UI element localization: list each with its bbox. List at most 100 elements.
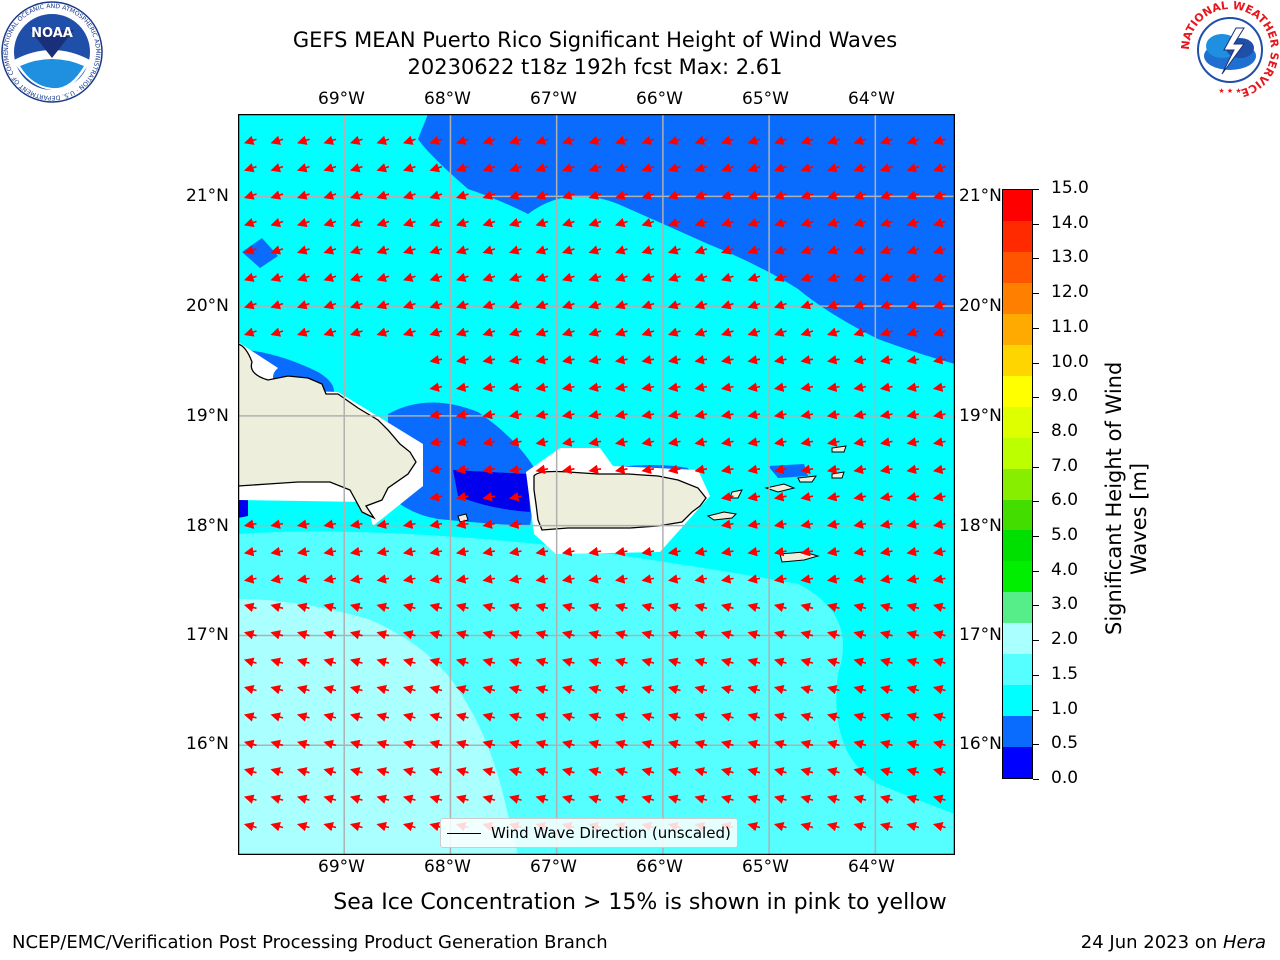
wave-direction-arrow bbox=[906, 630, 920, 640]
wave-direction-arrow bbox=[588, 190, 602, 200]
wave-direction-arrow bbox=[667, 794, 681, 804]
colorbar-segment bbox=[1003, 654, 1032, 686]
wave-direction-arrow bbox=[800, 794, 814, 804]
wave-direction-arrow bbox=[402, 712, 416, 722]
wave-direction-arrow bbox=[720, 355, 734, 365]
wave-direction-arrow bbox=[800, 657, 814, 667]
colorbar-tick-mark bbox=[1033, 779, 1039, 780]
lon-label-top-67: 67°W bbox=[530, 89, 577, 109]
wave-direction-arrow bbox=[429, 739, 443, 750]
wave-direction-arrow bbox=[376, 135, 390, 145]
wave-direction-arrow bbox=[906, 327, 920, 337]
wave-direction-arrow bbox=[482, 712, 496, 722]
wave-direction-arrow bbox=[588, 464, 602, 475]
wave-direction-arrow bbox=[508, 327, 522, 337]
wave-direction-arrow bbox=[455, 712, 469, 722]
wave-direction-arrow bbox=[853, 437, 867, 447]
wave-direction-arrow bbox=[641, 684, 655, 695]
wave-direction-arrow bbox=[535, 163, 549, 173]
wave-direction-arrow bbox=[402, 327, 416, 337]
wave-direction-arrow bbox=[614, 657, 628, 667]
wave-direction-arrow bbox=[694, 217, 708, 228]
wave-direction-arrow bbox=[906, 712, 920, 722]
wave-direction-arrow bbox=[349, 519, 363, 529]
wave-direction-arrow bbox=[508, 245, 522, 255]
wave-direction-arrow bbox=[614, 355, 628, 365]
wave-direction-arrow bbox=[482, 739, 496, 750]
wave-direction-arrow bbox=[429, 217, 443, 228]
wave-zone-north-east bbox=[418, 114, 955, 364]
wave-direction-arrow bbox=[323, 630, 337, 640]
colorbar-tick-label: 7.0 bbox=[1051, 455, 1079, 476]
wave-direction-arrow bbox=[800, 574, 814, 584]
wave-direction-arrow bbox=[376, 217, 390, 228]
wave-direction-arrow bbox=[747, 794, 761, 804]
wave-direction-arrow bbox=[243, 135, 257, 145]
wave-direction-arrow bbox=[243, 300, 257, 310]
wave-direction-arrow bbox=[455, 163, 469, 173]
wave-direction-arrow bbox=[826, 546, 840, 557]
wave-direction-arrow bbox=[773, 684, 787, 695]
wave-direction-arrow bbox=[826, 630, 840, 640]
wave-direction-arrow bbox=[906, 464, 920, 475]
wave-direction-arrow bbox=[561, 409, 575, 420]
wave-direction-arrow bbox=[482, 519, 496, 529]
wave-direction-arrow bbox=[667, 135, 681, 145]
wave-direction-arrow bbox=[561, 300, 575, 310]
wave-direction-arrow bbox=[535, 300, 549, 310]
wave-direction-arrow bbox=[826, 821, 840, 832]
wave-direction-arrow bbox=[853, 190, 867, 200]
colorbar-tick-mark bbox=[1033, 536, 1039, 538]
wave-direction-arrow bbox=[323, 272, 337, 282]
wave-direction-arrow bbox=[614, 712, 628, 722]
colorbar-tick-mark bbox=[1033, 744, 1039, 746]
wave-direction-arrow bbox=[349, 630, 363, 640]
wave-direction-arrow bbox=[694, 630, 708, 640]
wave-direction-arrow bbox=[455, 464, 469, 475]
wave-direction-arrow bbox=[243, 163, 257, 173]
wave-direction-arrow bbox=[296, 602, 310, 613]
wave-direction-arrow bbox=[455, 739, 469, 750]
colorbar-tick-mark bbox=[1033, 327, 1039, 329]
wave-direction-arrow bbox=[879, 492, 893, 502]
wave-direction-arrow bbox=[826, 767, 840, 777]
wave-direction-arrow bbox=[429, 190, 443, 200]
wave-direction-arrow bbox=[561, 217, 575, 228]
wave-direction-arrow bbox=[376, 684, 390, 695]
colorbar-tick-label: 11.0 bbox=[1051, 316, 1089, 337]
wave-direction-arrow bbox=[614, 630, 628, 640]
wave-direction-arrow bbox=[535, 437, 549, 447]
wave-direction-arrow bbox=[694, 135, 708, 145]
wave-direction-arrow bbox=[853, 739, 867, 750]
wave-direction-arrow bbox=[561, 382, 575, 392]
wave-direction-arrow bbox=[376, 630, 390, 640]
wave-direction-arrow bbox=[932, 163, 946, 173]
wave-direction-arrow bbox=[879, 739, 893, 750]
lat-label-left-20: 20°N bbox=[186, 296, 229, 316]
wave-direction-arrow bbox=[323, 135, 337, 145]
wave-direction-arrow bbox=[720, 327, 734, 337]
wave-direction-arrow bbox=[720, 574, 734, 584]
wave-direction-arrow bbox=[402, 217, 416, 228]
wave-direction-arrow bbox=[455, 300, 469, 310]
wave-direction-arrow bbox=[455, 519, 469, 529]
wave-direction-arrow bbox=[641, 739, 655, 750]
wave-direction-arrow bbox=[853, 163, 867, 173]
wave-direction-arrow bbox=[773, 630, 787, 640]
wave-direction-arrow bbox=[826, 657, 840, 667]
wave-direction-arrow bbox=[641, 464, 655, 475]
wave-direction-arrow bbox=[641, 437, 655, 447]
wave-direction-arrow bbox=[270, 163, 284, 173]
wave-direction-arrow bbox=[853, 300, 867, 310]
wave-direction-arrow bbox=[773, 574, 787, 584]
wave-direction-arrow bbox=[747, 163, 761, 173]
wave-direction-arrow bbox=[720, 464, 734, 475]
wave-direction-arrow bbox=[508, 163, 522, 173]
lat-label-left-21: 21°N bbox=[186, 186, 229, 206]
wave-direction-arrow bbox=[270, 135, 284, 145]
wave-direction-arrow bbox=[482, 630, 496, 640]
colorbar-segment bbox=[1003, 716, 1032, 748]
wave-direction-arrow bbox=[243, 630, 257, 640]
wave-direction-arrow bbox=[588, 327, 602, 337]
wave-direction-arrow bbox=[455, 217, 469, 228]
